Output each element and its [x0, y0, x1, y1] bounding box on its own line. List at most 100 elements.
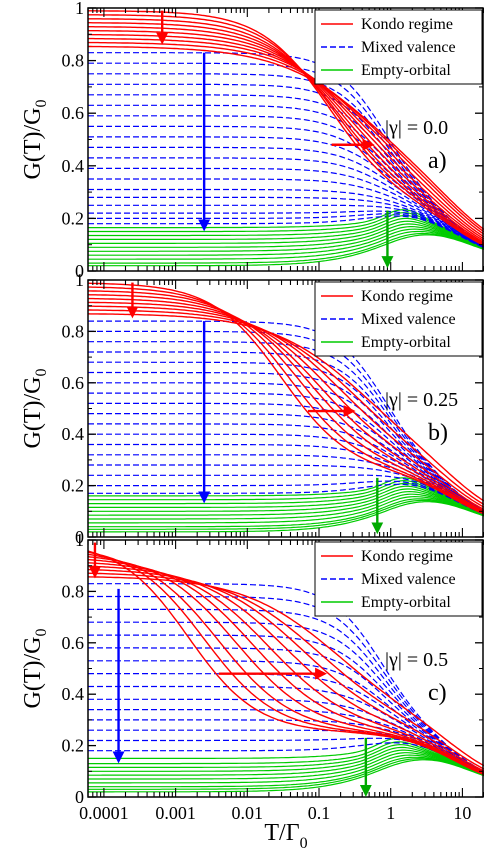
y-axis-title-sub: 0: [33, 100, 50, 108]
y-tick-label: 0: [75, 527, 84, 547]
mixed-valence-curve-18: [88, 215, 484, 249]
kondo-curve-3: [88, 22, 484, 243]
mixed-valence-curve-2: [88, 73, 484, 246]
mixed-valence-curve-15: [88, 204, 484, 248]
y-tick-label: 0.2: [62, 208, 85, 228]
kondo-curve-9: [88, 576, 484, 767]
mixed-valence-curve-14: [88, 742, 484, 775]
gamma-annotation: |γ| = 0.0: [385, 117, 448, 139]
mixed-valence-curve-14: [88, 464, 484, 515]
mixed-valence-curve-12: [88, 178, 484, 248]
kondo-curve-8: [88, 313, 484, 502]
kondo-curve-5: [88, 30, 484, 240]
empty-orbital-curve-1: [88, 212, 484, 248]
y-tick-label: 0.4: [62, 684, 85, 704]
empty-orbital-curve-4: [88, 488, 484, 515]
mixed-valence-curve-3: [88, 351, 484, 512]
y-tick-label: 1: [75, 0, 84, 18]
kondo-curve-7: [88, 37, 484, 235]
empty-orbital-curve-4: [88, 220, 484, 249]
panel-b: 0 0.2 0.4 0.6 0.8 1 G(T)/G0 Kondo regime Mixed v…: [20, 270, 484, 547]
kondo-curve-4: [88, 297, 484, 512]
y-tick-label: 0: [75, 787, 84, 807]
mixed-valence-curve-4: [88, 94, 484, 246]
mixed-valence-curve-6: [88, 660, 484, 774]
mixed-valence-curve-10: [88, 708, 484, 775]
empty-orbital-curve-8: [88, 758, 484, 790]
mixed-valence-curve-8: [88, 685, 484, 774]
x-tick-label: 0.01: [232, 803, 264, 823]
panel-letter: b): [428, 420, 448, 446]
empty-orbital-curve-9: [88, 759, 484, 793]
y-axis-title: G(T)/G0: [20, 369, 50, 449]
empty-orbital-curve-7: [88, 228, 484, 256]
kondo-curve-7: [88, 309, 484, 506]
mixed-valence-curve-2: [88, 608, 484, 773]
empty-orbital-curve-2: [88, 214, 484, 248]
mixed-valence-curve-2: [88, 341, 484, 512]
y-axis-title-sub: 0: [33, 369, 50, 377]
legend: Kondo regime Mixed valence Empty-orbital: [314, 281, 483, 357]
empty-orbital-curve-4: [88, 749, 484, 776]
legend: Kondo regime Mixed valence Empty-orbital: [314, 9, 483, 85]
kondo-curve-1: [88, 14, 484, 246]
mixed-valence-curve-15: [88, 474, 484, 515]
kondo-curve-0: [88, 282, 484, 515]
empty-orbital-curve-3: [88, 485, 484, 515]
mixed-valence-curve-0: [88, 320, 484, 512]
mixed-valence-curve-10: [88, 423, 484, 514]
y-axis-title: G(T)/G0: [20, 100, 50, 180]
x-axis-title-sub: 0: [300, 835, 308, 852]
mixed-valence-curve-11: [88, 167, 484, 248]
x-tick-label: 0.0001: [79, 803, 129, 823]
empty-orbital-curve-7: [88, 495, 484, 524]
panel-letter: c): [428, 680, 447, 706]
legend-label: Mixed valence: [361, 39, 456, 56]
x-tick-label: 0.1: [308, 803, 331, 823]
kondo-curve-7: [88, 568, 484, 772]
y-tick-label: 0.6: [62, 103, 85, 123]
mixed-valence-curve-4: [88, 634, 484, 773]
mixed-valence-curve-10: [88, 157, 484, 247]
kondo-curve-5: [88, 301, 484, 511]
empty-orbital-curve-5: [88, 490, 484, 516]
mixed-valence-curve-17: [88, 213, 484, 249]
mixed-valence-curve-13: [88, 188, 484, 248]
kondo-curve-2: [88, 290, 484, 514]
kondo-curve-6: [88, 565, 484, 774]
mixed-valence-curve-16: [88, 480, 484, 515]
empty-orbital-curve-0: [88, 477, 484, 514]
empty-orbital-curve-6: [88, 226, 484, 252]
y-tick-label: 0.8: [62, 51, 85, 71]
y-tick-label: 0.4: [62, 424, 85, 444]
x-axis-title: T/Γ0: [264, 820, 307, 852]
kondo-curve-5: [88, 562, 484, 774]
kondo-curve-8: [88, 572, 484, 770]
empty-orbital-curve-5: [88, 752, 484, 780]
kondo-curve-1: [88, 286, 484, 515]
y-tick-label: 0.8: [62, 581, 85, 601]
mixed-valence-curve-7: [88, 125, 484, 247]
empty-orbital-curve-9: [88, 232, 484, 264]
mixed-valence-curve-16: [88, 210, 484, 248]
gamma-annotation: |γ| = 0.25: [385, 389, 458, 411]
empty-orbital-curve-7: [88, 756, 484, 788]
empty-orbital-curve-10: [88, 234, 484, 267]
mixed-valence-curve-8: [88, 136, 484, 247]
kondo-curve-6: [88, 33, 484, 238]
empty-orbital-curve-8: [88, 230, 484, 260]
empty-orbital-curve-6: [88, 493, 484, 520]
mixed-valence-curve-14: [88, 196, 484, 248]
panel-letter: a): [428, 148, 447, 174]
curves: [88, 282, 484, 533]
legend-label: Empty-orbital: [361, 594, 451, 611]
empty-orbital-curve-9: [88, 499, 484, 530]
y-tick-label: 0.2: [62, 736, 85, 756]
curves: [88, 550, 484, 793]
kondo-curve-6: [88, 305, 484, 508]
empty-orbital-curve-10: [88, 501, 484, 533]
panel-c: 0 0.2 0.4 0.6 0.8 1 0.0001 0.001 0.01 0.1 1 10 G(T)/…: [20, 530, 484, 852]
legend-label: Mixed valence: [361, 571, 456, 588]
empty-orbital-curve-8: [88, 498, 484, 528]
kondo-curve-2: [88, 18, 484, 245]
